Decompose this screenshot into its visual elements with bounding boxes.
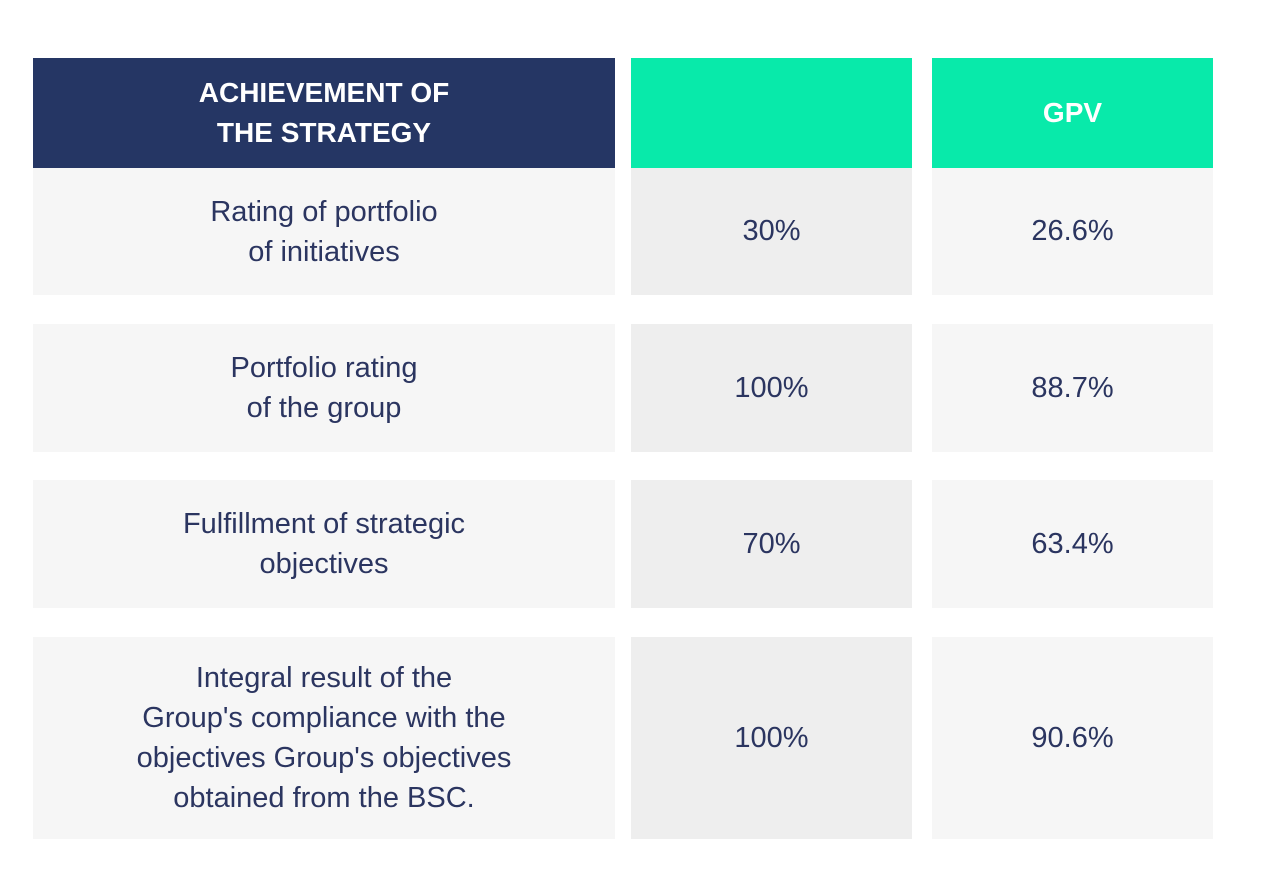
header-gpv-label: GPV — [932, 58, 1213, 168]
table-row-label: Fulfillment of strategic objectives — [33, 480, 615, 608]
table-row-label: Portfolio rating of the group — [33, 324, 615, 452]
table-row-gpv: 63.4% — [932, 480, 1213, 608]
table-row-label: Integral result of the Group's complianc… — [33, 637, 615, 839]
table-row-gpv: 90.6% — [932, 637, 1213, 839]
header-weight-cell — [631, 58, 912, 168]
table-row-weight: 100% — [631, 637, 912, 839]
table-row-gpv: 88.7% — [932, 324, 1213, 452]
table-row-gpv: 26.6% — [932, 168, 1213, 295]
table-row-weight: 70% — [631, 480, 912, 608]
table-row-weight: 30% — [631, 168, 912, 295]
table-row-weight: 100% — [631, 324, 912, 452]
table-row-label: Rating of portfolio of initiatives — [33, 168, 615, 295]
header-achievement-label: ACHIEVEMENT OF THE STRATEGY — [33, 58, 615, 168]
